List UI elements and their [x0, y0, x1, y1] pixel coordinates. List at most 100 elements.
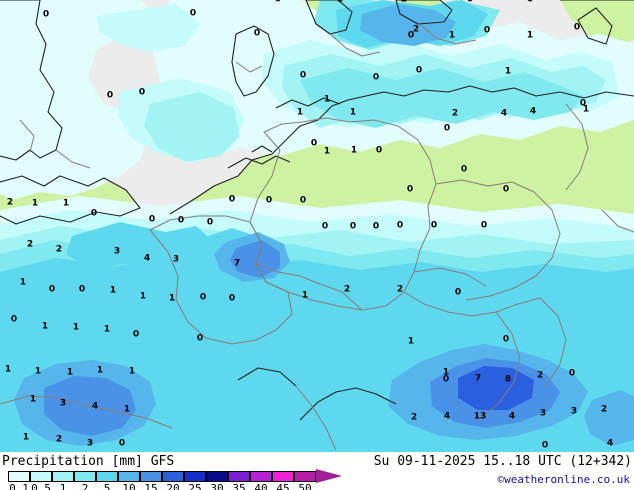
precip-value-label: 1 — [22, 432, 30, 443]
colorbar-tick-label: 25 — [188, 482, 202, 490]
precip-value-label: 3 — [539, 408, 547, 419]
precip-value-label: 0 — [349, 221, 357, 232]
precip-value-label: 1 — [4, 364, 12, 375]
precip-value-label: 3 — [59, 398, 67, 409]
colorbar-segment — [294, 471, 316, 482]
precip-value-label: 0 — [10, 314, 18, 325]
precip-value-label: 1 — [103, 324, 111, 335]
precip-value-label: 1 — [29, 394, 37, 405]
map-footer: Precipitation [mm] GFS Su 09-11-2025 15.… — [0, 452, 634, 490]
coastline-layer — [0, 0, 634, 421]
precip-value-label: 0 — [78, 284, 86, 295]
precip-value-label: 0 — [90, 208, 98, 219]
precip-value-label: 1 — [168, 293, 176, 304]
precip-value-label: 1 — [66, 367, 74, 378]
precip-value-label: 1 — [407, 336, 415, 347]
precip-value-label: 0 — [310, 138, 318, 149]
precip-value-label: 0 — [502, 184, 510, 195]
colorbar-overflow-arrow — [316, 469, 342, 483]
precip-value-label: 0 — [275, 0, 281, 5]
precip-value-label: 0 — [460, 164, 468, 175]
precip-value-label: 0 — [132, 329, 140, 340]
border-layer — [0, 23, 634, 451]
colorbar-tick-label: 10 — [122, 482, 136, 490]
precip-value-label: 0 — [467, 0, 473, 5]
precip-value-label: 0 — [42, 9, 50, 20]
colorbar[interactable] — [8, 469, 342, 483]
colorbar-tick-label: 1 — [59, 482, 67, 490]
precip-value-label: 1 — [296, 107, 304, 118]
precip-value-label: 0 — [106, 90, 114, 101]
precip-value-label: 2 — [451, 108, 459, 119]
colorbar-tick-label: 20 — [166, 482, 180, 490]
precip-value-label: 2 — [6, 197, 14, 208]
precip-value-label: 0 — [177, 215, 185, 226]
precip-value-label: 0 — [372, 221, 380, 232]
precip-value-label: 1 — [582, 104, 590, 115]
precip-value-label: 0 — [321, 221, 329, 232]
colorbar-segment — [52, 471, 74, 482]
colorbar-tick-label: 0.5 — [31, 482, 51, 490]
precip-value-label: 0 — [415, 65, 423, 76]
colorbar-tick-label: 30 — [210, 482, 224, 490]
precip-value-label: 1 — [301, 290, 309, 301]
colorbar-tick-label: 40 — [254, 482, 268, 490]
precip-value-label: 1 — [62, 198, 70, 209]
precip-value-label: 0 — [372, 72, 380, 83]
precip-value-label: 3 — [172, 254, 180, 265]
precip-value-label: 3 — [86, 438, 94, 449]
colorbar-segment — [162, 471, 184, 482]
precip-value-label: 1 — [526, 30, 534, 41]
colorbar-tick-label: 15 — [144, 482, 158, 490]
colorbar-segment — [250, 471, 272, 482]
precip-value-label: 7 — [233, 258, 241, 269]
precip-value-label: 0 — [138, 87, 146, 98]
precip-value-label: 2 — [412, 24, 420, 35]
precip-value-label: 1 — [72, 322, 80, 333]
precip-value-label: 4 — [91, 401, 99, 412]
precip-value-label: 0 — [573, 22, 581, 33]
precip-value-label: 1 — [109, 285, 117, 296]
precip-value-label: 0 — [480, 220, 488, 231]
precip-value-label: 1 — [123, 404, 131, 415]
copyright-notice: ©weatheronline.co.uk — [497, 473, 630, 486]
colorbar-segment — [30, 471, 52, 482]
valid-time-stamp: Su 09-11-2025 15..18 UTC (12+342) — [373, 454, 632, 469]
precip-value-label: 0 — [375, 145, 383, 156]
precip-value-label: 0 — [299, 195, 307, 206]
precip-value-label: 1 — [350, 145, 358, 156]
precip-value-label: 0 — [196, 333, 204, 344]
precip-value-label: 2 — [410, 412, 418, 423]
precip-value-label: 1 — [323, 94, 331, 105]
precip-value-label: 1 — [41, 321, 49, 332]
colorbar-segment — [206, 471, 228, 482]
precip-value-label: 0 — [442, 374, 450, 385]
precip-value-label: 1 — [448, 30, 456, 41]
precipitation-map[interactable]: 0 0 0 0 0 0 1 2 0 0 0 1 1 0 0 0 2 0 0 0 1 4 4 1 0 1 1 1 1 1 0 0 2 0 0 0 0 0 0 0… — [0, 0, 634, 452]
colorbar-tick-label: 50 — [298, 482, 312, 490]
precip-value-label: 1 — [19, 277, 27, 288]
precip-value-label: 2 — [396, 284, 404, 295]
colorbar-tick-label: 0.1 — [9, 482, 29, 490]
precip-value-label: 2 — [55, 244, 63, 255]
colorbar-segment — [272, 471, 294, 482]
precip-value-label: 2 — [600, 404, 608, 415]
precip-value-label: 0 — [148, 214, 156, 225]
precip-value-label: 0 — [454, 287, 462, 298]
precip-value-label: 1 — [442, 367, 450, 378]
precip-value-label: 4 — [500, 108, 508, 119]
legend-title: Precipitation [mm] GFS — [2, 454, 175, 469]
precip-value-label: 0 — [407, 30, 415, 41]
colorbar-segment — [96, 471, 118, 482]
colorbar-tick-label: 5 — [103, 482, 111, 490]
precip-value-label: 0 — [502, 334, 510, 345]
precip-value-label: 13 — [473, 411, 487, 422]
precip-value-label: 0 — [483, 25, 491, 36]
colorbar-segment — [118, 471, 140, 482]
precip-value-label: 3 — [113, 246, 121, 257]
precip-value-label: 7 — [474, 373, 482, 384]
precip-value-label: 0 — [48, 284, 56, 295]
precip-value-label: 1 — [323, 146, 331, 157]
precip-value-label: 1 — [337, 0, 343, 5]
precip-value-label: 1 — [96, 365, 104, 376]
